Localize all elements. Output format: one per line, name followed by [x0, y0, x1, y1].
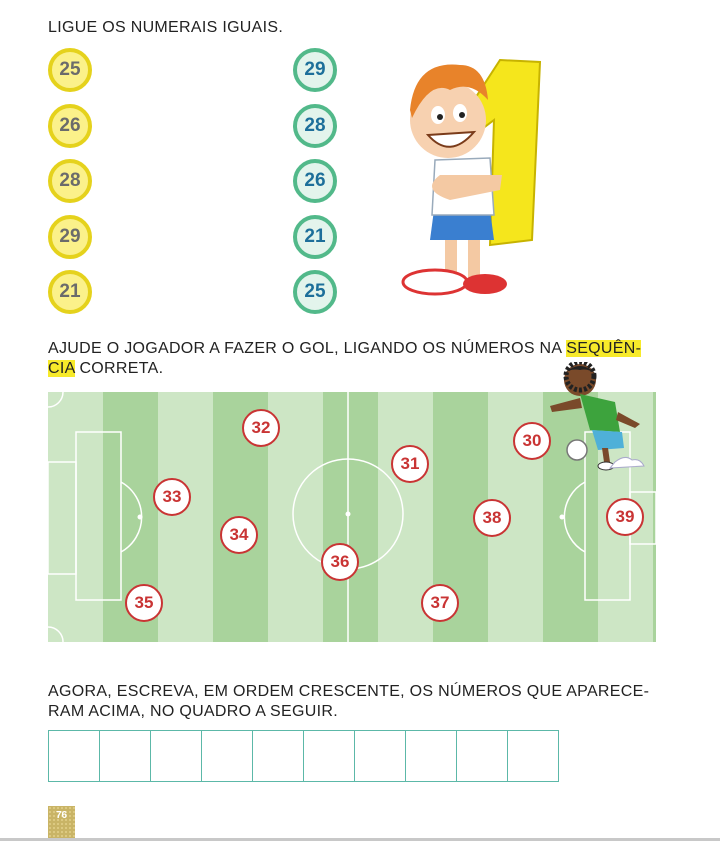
soccer-player-illustration: [550, 362, 645, 471]
highlighted-word: SEQUÊN-: [566, 340, 642, 357]
answer-cell[interactable]: [406, 731, 457, 781]
bottom-divider: [0, 838, 720, 841]
answer-grid: [48, 730, 559, 782]
right-number-circle[interactable]: 28: [293, 104, 337, 148]
answer-cell[interactable]: [253, 731, 304, 781]
instruction-text: AJUDE O JOGADOR A FAZER O GOL, LIGANDO O…: [48, 340, 567, 357]
field-number-circle[interactable]: 30: [513, 422, 551, 460]
left-number-circle[interactable]: 21: [48, 270, 92, 314]
answer-cell[interactable]: [202, 731, 253, 781]
answer-cell[interactable]: [355, 731, 406, 781]
boy-with-number-one-illustration: [401, 58, 542, 296]
answer-cell[interactable]: [508, 731, 558, 781]
left-number-circle[interactable]: 28: [48, 159, 92, 203]
field-number-circle[interactable]: 32: [242, 409, 280, 447]
answer-cell[interactable]: [304, 731, 355, 781]
instruction-help-player: AJUDE O JOGADOR A FAZER O GOL, LIGANDO O…: [48, 339, 668, 379]
left-number-circle[interactable]: 26: [48, 104, 92, 148]
instruction-match-numbers: LIGUE OS NUMERAIS IGUAIS.: [48, 19, 284, 36]
page-number: 76: [48, 806, 75, 840]
field-number-circle[interactable]: 33: [153, 478, 191, 516]
field-number-circle[interactable]: 34: [220, 516, 258, 554]
right-number-circle[interactable]: 25: [293, 270, 337, 314]
highlighted-word: CIA: [48, 360, 75, 377]
field-number-circle[interactable]: 36: [321, 543, 359, 581]
field-number-circle[interactable]: 37: [421, 584, 459, 622]
soccer-field: 32 30 31 33 38 39 34 36 35 37: [48, 392, 656, 642]
field-number-circle[interactable]: 35: [125, 584, 163, 622]
answer-cell[interactable]: [100, 731, 151, 781]
left-number-circle[interactable]: 29: [48, 215, 92, 259]
field-number-circle[interactable]: 38: [473, 499, 511, 537]
instruction-write-ascending: AGORA, ESCREVA, EM ORDEM CRESCENTE, OS N…: [48, 683, 650, 720]
left-number-circle[interactable]: 25: [48, 48, 92, 92]
instruction-text: CORRETA.: [74, 360, 164, 377]
field-number-circle[interactable]: 39: [606, 498, 644, 536]
right-number-circle[interactable]: 21: [293, 215, 337, 259]
right-number-circle[interactable]: 26: [293, 159, 337, 203]
answer-cell[interactable]: [49, 731, 100, 781]
field-number-circle[interactable]: 31: [391, 445, 429, 483]
answer-cell[interactable]: [151, 731, 202, 781]
answer-cell[interactable]: [457, 731, 508, 781]
right-number-circle[interactable]: 29: [293, 48, 337, 92]
